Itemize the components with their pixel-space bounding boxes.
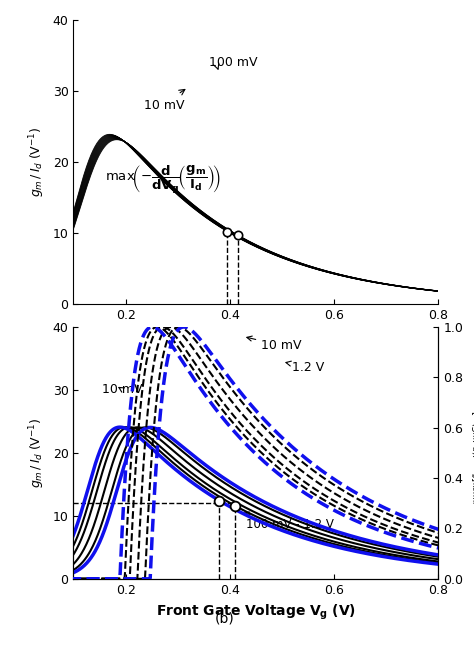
Text: 10 mV: 10 mV	[247, 336, 301, 352]
Text: $\max\!\left(-\dfrac{\mathbf{d}}{\mathbf{dV_g}}\!\left(\dfrac{\mathbf{g_m}}{\mat: $\max\!\left(-\dfrac{\mathbf{d}}{\mathbf…	[105, 164, 221, 196]
Text: 100 mV: 100 mV	[209, 56, 257, 69]
X-axis label: $\mathbf{Front\ Gate\ Voltage\ V_g\ (V)}$: $\mathbf{Front\ Gate\ Voltage\ V_g\ (V)}…	[156, 602, 356, 621]
Y-axis label: $g_m\,/\,I_d\;(\mathrm{V}^{-1})$: $g_m\,/\,I_d\;(\mathrm{V}^{-1})$	[27, 417, 47, 489]
Text: 10 mV: 10 mV	[102, 383, 143, 396]
Text: (a): (a)	[215, 333, 235, 347]
Text: (b): (b)	[215, 612, 235, 626]
Y-axis label: $g_m\,/\,I_d\;(\mathrm{V}^{-1})$: $g_m\,/\,I_d\;(\mathrm{V}^{-1})$	[27, 126, 47, 198]
Text: 100 mV - 1.2 V: 100 mV - 1.2 V	[244, 512, 333, 531]
Text: 10 mV: 10 mV	[144, 99, 184, 112]
Y-axis label: $-[\mathrm{d}(g_m/I_d)/\mathrm{d}V_g]_{\mathrm{norm.}}$: $-[\mathrm{d}(g_m/I_d)/\mathrm{d}V_g]_{\…	[468, 402, 474, 504]
Text: 1.2 V: 1.2 V	[286, 361, 325, 374]
